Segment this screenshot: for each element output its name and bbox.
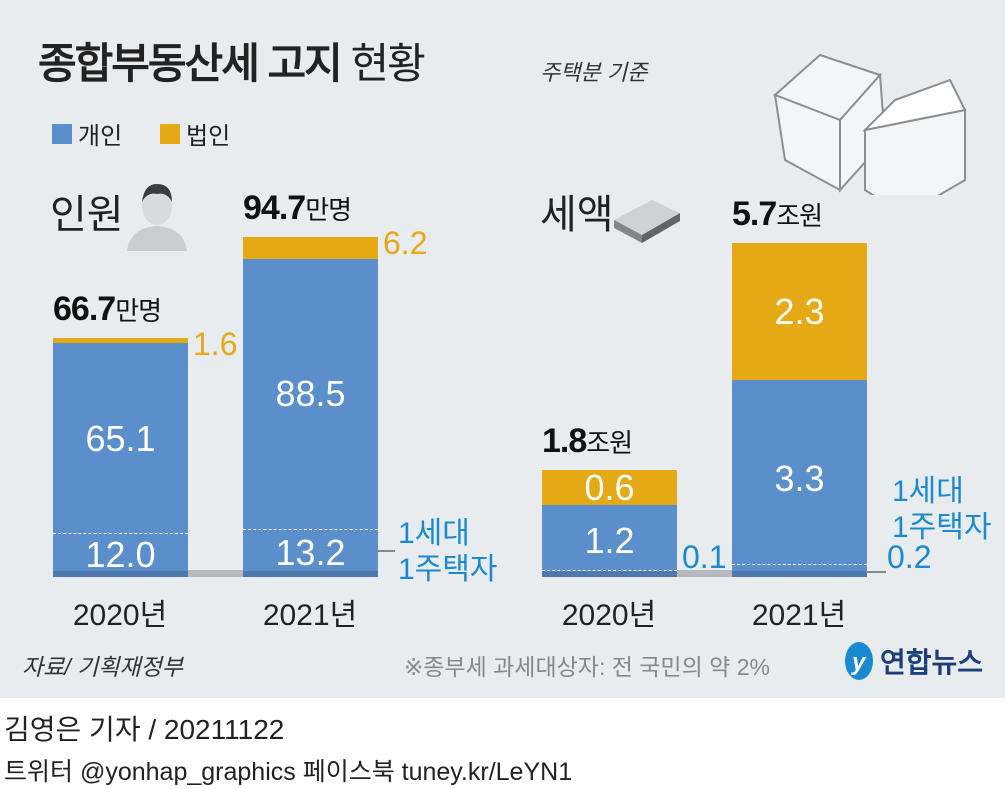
- data-label-individual: 65.1: [85, 417, 156, 459]
- legend-swatch-individual: [52, 123, 72, 144]
- stacked-bar: [732, 243, 867, 577]
- section-title-people: 인원: [50, 193, 124, 237]
- bar-segment-individual: [542, 505, 677, 577]
- basis-note: 주택분 기준: [540, 60, 648, 85]
- data-label-corporate: 6.2: [383, 225, 428, 262]
- bar-bottom-shade: [53, 570, 188, 577]
- baseline-tax: [542, 570, 867, 577]
- bar-bottom-shade: [243, 570, 378, 577]
- total-unit: 만명: [115, 295, 162, 326]
- person-icon: [127, 184, 187, 251]
- yonhap-logo: y 연합뉴스: [842, 640, 983, 682]
- subset-label-line1: 1세대: [892, 475, 964, 508]
- bar-segment-corporate: [732, 243, 867, 381]
- bar-bottom-shade: [732, 570, 867, 577]
- logo-text: 연합뉴스: [880, 647, 984, 678]
- footnote: ※종부세 과세대상자: 전 국민의 약 2%: [404, 654, 770, 680]
- legend-corporate: 법인: [160, 116, 230, 151]
- total-label: 66.7만명: [53, 289, 162, 329]
- subset-annotation-tax: 1세대 1주택자: [892, 474, 992, 546]
- leader-line: [377, 550, 395, 552]
- bar-segment-individual: [243, 259, 378, 577]
- svg-text:y: y: [851, 649, 867, 676]
- bar-segment-individual: [732, 380, 867, 577]
- legend-label: 법인: [186, 123, 231, 150]
- data-label-individual: 1.2: [584, 520, 635, 562]
- x-tick-label: 2021년: [751, 599, 847, 632]
- legend-label: 개인: [78, 123, 123, 150]
- subset-label-line2: 1주택자: [398, 553, 498, 586]
- data-label-subset: 13.2: [275, 532, 346, 574]
- page-title: 종합부동산세 고지 현황: [38, 30, 426, 91]
- data-label-subset: 0.1: [682, 539, 727, 575]
- data-label-corporate: 0.6: [584, 466, 635, 508]
- stacked-bar: [53, 337, 188, 577]
- subset-annotation-people: 1세대 1주택자: [398, 516, 498, 588]
- data-label-corporate: 1.6: [193, 325, 238, 362]
- data-label-individual: 3.3: [774, 457, 825, 499]
- title-bold: 종합부동산세 고지: [38, 40, 343, 87]
- total-value: 66.7: [53, 289, 116, 328]
- section-title-tax: 세액: [540, 193, 614, 237]
- money-icon: [614, 200, 680, 243]
- total-unit: 만명: [305, 195, 352, 226]
- total-label: 1.8조원: [542, 421, 633, 461]
- subset-label-line2: 1주택자: [892, 511, 992, 544]
- total-value: 94.7: [243, 189, 306, 228]
- legend-individual: 개인: [52, 116, 122, 151]
- x-tick-label: 2021년: [262, 599, 358, 632]
- data-label-subset: 12.0: [85, 534, 156, 576]
- bar-segment-corporate: [53, 337, 188, 344]
- total-unit: 조원: [776, 201, 823, 232]
- bar-segment-corporate: [243, 237, 378, 260]
- subset-divider: [53, 532, 188, 534]
- social-links: 트위터 @yonhap_graphics 페이스북 tuney.kr/LeYN1: [4, 758, 573, 786]
- leader-line: [866, 571, 886, 573]
- data-label-corporate: 2.3: [774, 290, 825, 332]
- x-tick-label: 2020년: [561, 599, 657, 632]
- stacked-bar: [243, 237, 378, 577]
- x-tick-label: 2020년: [72, 599, 168, 632]
- total-unit: 조원: [586, 427, 633, 458]
- total-value: 1.8: [542, 421, 587, 460]
- bar-bottom-shade: [542, 570, 677, 577]
- bar-segment-corporate: [542, 469, 677, 506]
- source: 자료/ 기획재정부: [22, 654, 183, 680]
- house-icon: [773, 53, 967, 195]
- total-label: 94.7만명: [243, 189, 352, 228]
- total-label: 5.7조원: [732, 195, 823, 234]
- byline: 김영은 기자 / 20211122: [4, 714, 285, 745]
- logo-mark-icon: y: [845, 642, 873, 680]
- stacked-bar: [542, 469, 677, 577]
- subset-label-line1: 1세대: [398, 517, 470, 550]
- subset-divider: [243, 528, 378, 530]
- legend-swatch-corporate: [160, 123, 180, 144]
- title-light: 현황: [350, 40, 425, 87]
- data-label-individual: 88.5: [275, 373, 346, 415]
- bar-segment-individual: [53, 343, 188, 577]
- baseline-people: [53, 570, 378, 577]
- data-label-subset: 0.2: [887, 539, 932, 575]
- subset-divider: [732, 564, 867, 566]
- subset-divider: [542, 570, 677, 572]
- total-value: 5.7: [732, 195, 777, 234]
